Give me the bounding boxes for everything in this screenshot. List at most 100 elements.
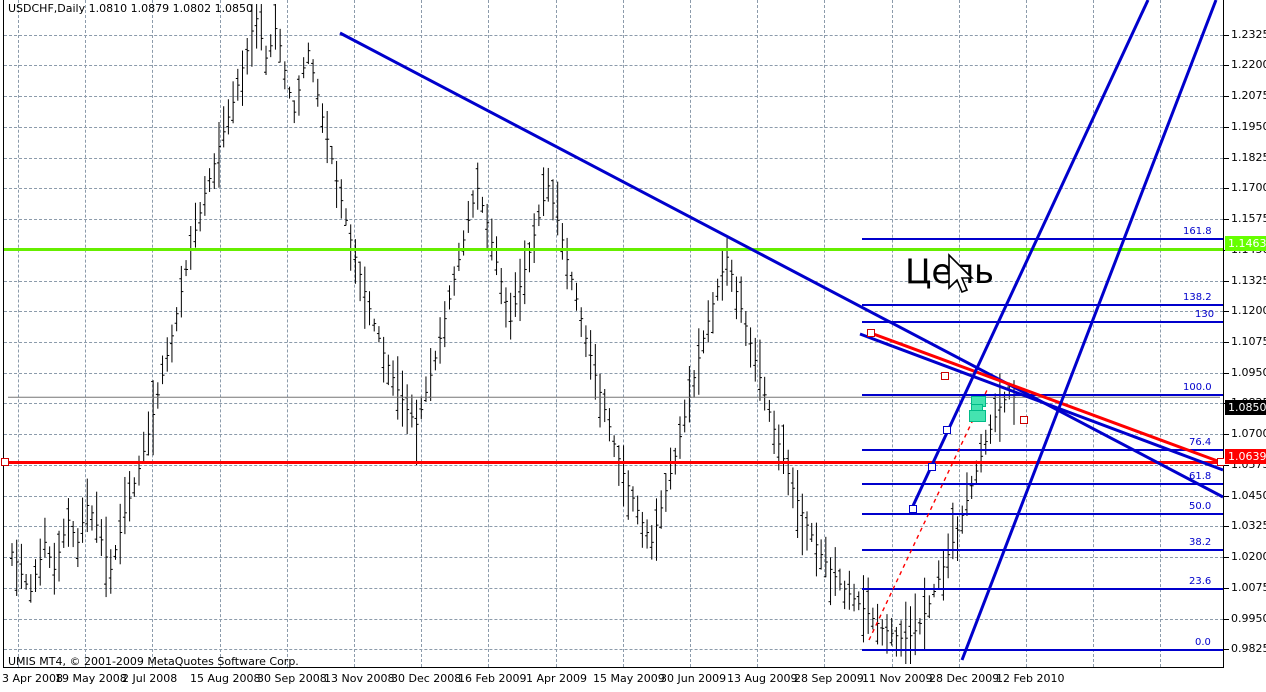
red-trend-handle-1[interactable] [867,329,875,337]
date-tick-label: 13 Nov 2008 [324,672,395,685]
date-tick-label: 30 Jun 2009 [660,672,727,685]
date-tick-label: 15 May 2009 [593,672,665,685]
ohlc-bar-series [8,4,1220,664]
price-tick [1224,496,1229,497]
gridline-v [85,0,86,667]
fib-level-line[interactable] [862,513,1223,515]
green-level-chip[interactable]: 1.1463 [1225,236,1266,251]
price-tick-label: 1.1825 [1231,151,1266,164]
chart-title: USDCHF,Daily 1.0810 1.0879 1.0802 1.0850 [8,2,254,15]
date-tick-label: 28 Dec 2009 [929,672,1000,685]
fib-level-line[interactable] [862,483,1223,485]
price-tick-label: 1.2075 [1231,89,1266,102]
date-tick-label: 11 Nov 2009 [862,672,933,685]
selection-marker-bottom[interactable] [969,410,986,422]
fib-level-label: 76.4 [1189,437,1212,448]
price-tick-label: 1.1575 [1231,212,1266,225]
fib-level-label: 61.8 [1189,471,1212,482]
red-line-left-handle[interactable] [1,458,9,466]
date-tick-label: 30 Sep 2008 [257,672,327,685]
target-text-annotation[interactable]: Цель [905,252,995,292]
red-level-chip[interactable]: 1.0639 [1225,449,1266,464]
red-trend-handle-2[interactable] [941,372,949,380]
price-tick [1224,619,1229,620]
price-tick [1224,127,1229,128]
blue-support-handle-2[interactable] [928,463,936,471]
price-tick-label: 1.0950 [1231,366,1266,379]
bid-price-chip[interactable]: 1.0850 [1225,400,1266,415]
fib-level-label: 130 [1195,309,1215,320]
copyright-watermark: UMIS MT4, © 2001-2009 MetaQuotes Softwar… [8,655,299,668]
fib-level-label: 50.0 [1189,501,1212,512]
gridline-h [4,588,1223,589]
fib-level-line[interactable] [862,394,1223,396]
date-tick-label: 2 Jul 2008 [122,672,178,685]
fib-level-label: 0.0 [1195,637,1211,648]
price-tick-label: 1.1325 [1231,274,1266,287]
fib-level-line[interactable] [862,238,1223,240]
price-tick-label: 1.0575 [1231,458,1266,471]
price-tick-label: 0.9950 [1231,612,1266,625]
price-tick [1224,311,1229,312]
red-trend-handle-3[interactable] [1020,416,1028,424]
blue-support-handle-1[interactable] [909,505,917,513]
gridline-h [4,619,1223,620]
gridline-v [287,0,288,667]
price-tick-label: 1.1200 [1231,304,1266,317]
price-tick-label: 1.0450 [1231,489,1266,502]
green-target-line[interactable] [4,248,1223,251]
time-axis[interactable]: 3 Apr 2008 19 May 2008 2 Jul 2008 15 Aug 20… [0,668,1266,692]
date-tick-label: 15 Aug 2008 [190,672,261,685]
price-tick [1224,649,1229,650]
fib-level-line[interactable] [862,449,1223,451]
price-tick-label: 1.0075 [1231,581,1266,594]
axis-left-border [3,0,4,668]
fib-level-label: 100.0 [1183,382,1212,393]
date-tick-label: 30 Dec 2008 [391,672,462,685]
date-tick-label: 1 Apr 2009 [526,672,588,685]
price-tick [1224,35,1229,36]
price-tick-label: 1.2325 [1231,28,1266,41]
price-tick [1224,526,1229,527]
price-tick-label: 1.0200 [1231,550,1266,563]
fib-level-line[interactable] [862,649,1223,651]
date-tick-label: 12 Feb 2010 [996,672,1065,685]
price-tick [1224,588,1229,589]
date-tick-label: 3 Apr 2008 [2,672,64,685]
date-tick-label: 16 Feb 2009 [458,672,527,685]
price-tick [1224,96,1229,97]
price-plot [4,4,1220,664]
price-tick-label: 1.0700 [1231,427,1266,440]
fib-level-label: 38.2 [1189,537,1212,548]
price-tick-label: 1.2200 [1231,58,1266,71]
gridline-v [18,0,19,667]
fib-level-label: 161.8 [1183,226,1212,237]
price-tick [1224,158,1229,159]
blue-support-handle-3[interactable] [943,426,951,434]
red-support-line[interactable] [4,461,1223,464]
gridline-v [220,0,221,667]
fib-level-label: 138.2 [1183,292,1212,303]
fib-level-line[interactable] [862,588,1223,590]
axis-bottom-border [3,667,1224,668]
price-axis[interactable]: 1.2325 1.2200 1.2075 1.1950 1.1825 1.1700 1.15… [1224,0,1266,668]
price-tick [1224,373,1229,374]
price-tick [1224,219,1229,220]
price-tick-label: 1.1700 [1231,181,1266,194]
price-tick [1224,465,1229,466]
fib-level-line[interactable] [862,549,1223,551]
gridline-h [4,649,1223,650]
price-tick-label: 0.9825 [1231,642,1266,655]
price-tick-label: 1.1950 [1231,120,1266,133]
fib-level-line[interactable] [862,304,1223,306]
date-tick-label: 13 Aug 2009 [727,672,798,685]
gridline-h [4,557,1223,558]
gridline-h [4,526,1223,527]
date-tick-label: 28 Sep 2009 [794,672,864,685]
fib-level-line[interactable] [862,321,1223,323]
price-tick [1224,342,1229,343]
date-tick-label: 19 May 2008 [55,672,127,685]
chart-canvas[interactable]: 161.8 138.2 130 100.0 76.4 61.8 50.0 38.2 23.6 0.… [0,0,1225,668]
price-tick [1224,281,1229,282]
